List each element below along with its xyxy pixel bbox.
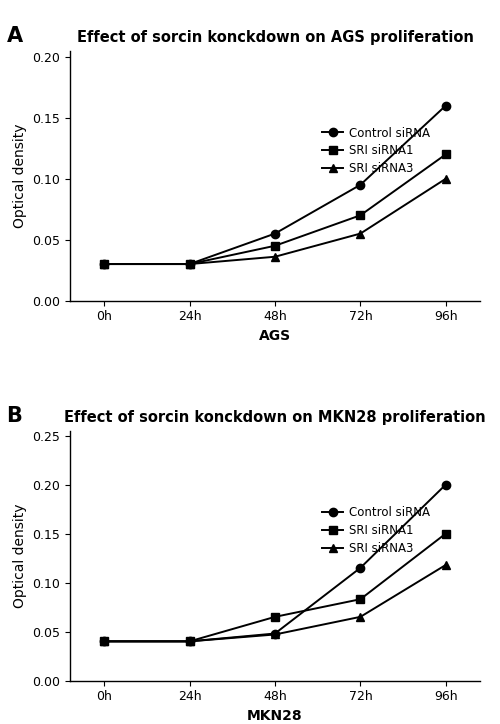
- SRI siRNA1: [272, 613, 278, 621]
- SRI siRNA1: [186, 637, 192, 646]
- SRI siRNA1: [186, 260, 192, 269]
- X-axis label: MKN28: MKN28: [247, 709, 303, 723]
- Control siRNA: [272, 230, 278, 238]
- Legend: Control siRNA, SRI siRNA1, SRI siRNA3: Control siRNA, SRI siRNA1, SRI siRNA3: [322, 127, 430, 175]
- SRI siRNA3: [358, 230, 364, 238]
- Line: SRI siRNA1: SRI siRNA1: [100, 150, 450, 268]
- Control siRNA: [358, 180, 364, 189]
- SRI siRNA3: [443, 560, 449, 569]
- SRI siRNA3: [186, 637, 192, 646]
- Text: A: A: [6, 25, 22, 46]
- SRI siRNA1: [358, 211, 364, 219]
- Legend: Control siRNA, SRI siRNA1, SRI siRNA3: Control siRNA, SRI siRNA1, SRI siRNA3: [322, 507, 430, 555]
- SRI siRNA1: [443, 150, 449, 159]
- Title: Effect of sorcin konckdown on MKN28 proliferation: Effect of sorcin konckdown on MKN28 prol…: [64, 411, 486, 425]
- Control siRNA: [101, 260, 107, 269]
- SRI siRNA3: [186, 260, 192, 269]
- SRI siRNA3: [443, 174, 449, 183]
- Line: Control siRNA: Control siRNA: [100, 480, 450, 646]
- SRI siRNA3: [272, 630, 278, 639]
- Text: B: B: [6, 405, 22, 426]
- SRI siRNA3: [101, 637, 107, 646]
- Line: SRI siRNA3: SRI siRNA3: [100, 174, 450, 268]
- Y-axis label: Optical density: Optical density: [12, 123, 26, 228]
- Control siRNA: [186, 260, 192, 269]
- Control siRNA: [272, 629, 278, 638]
- SRI siRNA1: [358, 595, 364, 604]
- Control siRNA: [443, 480, 449, 489]
- Control siRNA: [358, 563, 364, 572]
- Line: SRI siRNA1: SRI siRNA1: [100, 529, 450, 646]
- SRI siRNA3: [272, 253, 278, 261]
- SRI siRNA1: [101, 260, 107, 269]
- Y-axis label: Optical density: Optical density: [12, 503, 26, 608]
- Control siRNA: [186, 637, 192, 646]
- Line: Control siRNA: Control siRNA: [100, 101, 450, 268]
- SRI siRNA3: [358, 613, 364, 621]
- SRI siRNA1: [443, 529, 449, 538]
- SRI siRNA1: [101, 637, 107, 646]
- SRI siRNA1: [272, 241, 278, 250]
- SRI siRNA3: [101, 260, 107, 269]
- Control siRNA: [443, 101, 449, 110]
- Line: SRI siRNA3: SRI siRNA3: [100, 560, 450, 646]
- Title: Effect of sorcin konckdown on AGS proliferation: Effect of sorcin konckdown on AGS prolif…: [76, 30, 473, 46]
- Control siRNA: [101, 637, 107, 646]
- X-axis label: AGS: AGS: [259, 329, 291, 343]
